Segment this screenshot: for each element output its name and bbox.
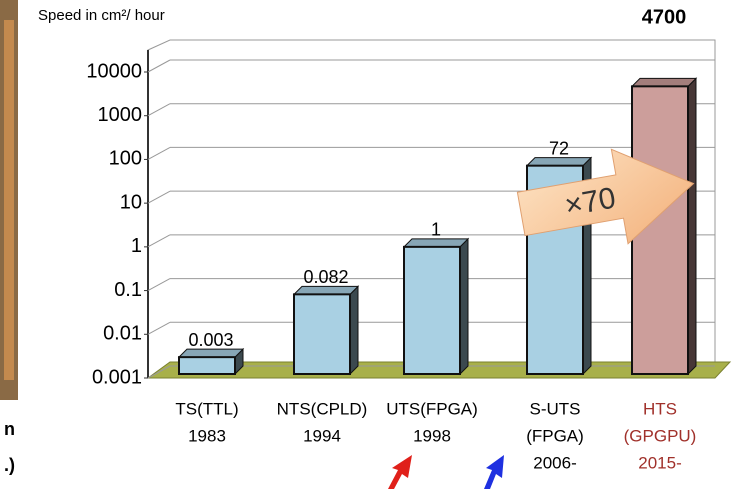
y-tick-label: 10 [120,191,142,213]
bar-top [630,77,698,87]
grid-line [147,365,171,379]
x-tick-label: UTS(FPGA) [386,399,478,418]
x-tick-label: S-UTS [530,399,581,418]
bar-side [687,77,697,376]
grid-line [147,146,171,160]
x-tick-label: (FPGA) [526,426,584,445]
value-label: 4700 [642,6,687,28]
x-tick-label: NTS(CPLD) [277,399,368,418]
arrow-shape [516,148,695,245]
y-tick-label: 1 [131,235,142,257]
bar-top [402,238,470,248]
x-tick-label: (GPGPU) [624,426,697,445]
bar-front [293,293,351,375]
annotation-arrow: ×70 [516,148,695,245]
crop-text: .) [4,455,15,475]
bar [177,347,245,376]
bar [402,237,470,376]
value-label: 0.082 [303,267,348,287]
bar-side [459,237,469,376]
x-tick-label: 1983 [188,426,226,445]
grid-line [147,190,171,204]
red-arrow [388,455,412,489]
grid-line [147,234,171,248]
x-tick-label: 1998 [413,426,451,445]
bar-side [349,285,359,376]
bar-front [403,245,461,376]
y-axis-label: Speed in cm²/ hour [38,7,165,24]
y-tick-label: 1000 [98,104,143,126]
bar [630,77,698,376]
value-label: 0.003 [188,330,233,350]
bar [292,285,360,376]
value-label: 1 [431,220,441,240]
grid-line [147,59,171,73]
y-tick-label: 0.001 [92,366,142,388]
crop-text: n [4,419,15,439]
photo-crop-detail [4,20,14,380]
grid-line [147,103,171,117]
x-tick-label: 1994 [303,426,341,445]
x-tick-label: TS(TTL) [175,399,238,418]
y-tick-label: 0.01 [103,323,142,345]
bar-front [178,356,236,375]
y-tick-label: 100 [109,148,142,170]
grid-line [147,278,171,292]
bar-top [525,157,593,167]
x-tick-label: 2006- [533,453,576,472]
x-tick-label: 2015- [638,453,681,472]
x-tick-label: HTS [643,399,677,418]
bar-top [292,285,360,295]
y-tick-label: 0.1 [114,279,142,301]
grid-line [147,321,171,335]
value-label: 72 [549,138,569,158]
blue-arrow [484,455,504,489]
bar-top [177,348,245,358]
y-tick-label: 10000 [86,60,142,82]
